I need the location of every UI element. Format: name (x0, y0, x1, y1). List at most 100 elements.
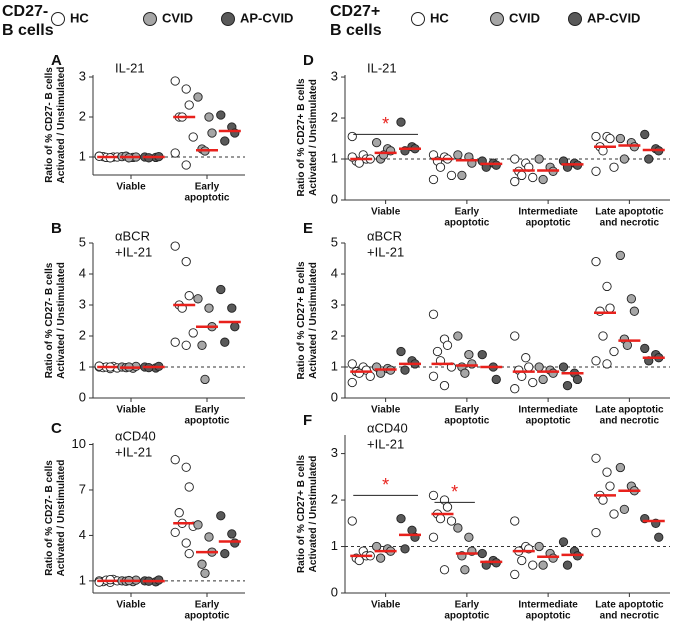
data-point (654, 532, 664, 542)
data-point (354, 555, 364, 566)
data-point (591, 527, 601, 538)
data-point (615, 462, 626, 473)
legend-label: HC (70, 10, 89, 25)
y-axis-label-line: Ratio of % CD27+ B cells (296, 455, 307, 574)
x-tick-label: apoptotic (526, 611, 571, 621)
x-tick-label: Intermediate (518, 207, 578, 218)
x-tick-label: Viable (116, 405, 146, 416)
data-point (538, 174, 548, 185)
y-tick-label: 5 (79, 234, 86, 249)
data-point (396, 513, 406, 524)
data-point (428, 174, 439, 185)
y-tick-label: 10 (72, 436, 86, 451)
y-tick-label: 0 (79, 389, 86, 404)
data-point (174, 508, 184, 518)
data-point (347, 377, 357, 388)
data-point (428, 532, 439, 542)
data-point (184, 482, 194, 492)
data-point (446, 516, 457, 526)
data-point (200, 374, 210, 385)
panel-title: αCD40 (115, 428, 156, 443)
data-point (538, 374, 548, 385)
y-tick-label: 3 (79, 296, 86, 311)
data-point (602, 467, 612, 477)
data-point (467, 359, 477, 369)
significance-star: * (382, 475, 389, 495)
data-point (193, 294, 203, 304)
data-point (605, 133, 615, 144)
x-tick-label: Early (195, 405, 220, 416)
data-point (572, 374, 583, 385)
x-tick-label: apoptotic (185, 416, 230, 427)
data-point (609, 509, 619, 519)
data-point (204, 303, 214, 313)
y-axis-label-line: Activated / Unstimulated (56, 460, 67, 577)
data-point (396, 346, 406, 357)
data-point (216, 284, 226, 295)
data-point (605, 481, 615, 491)
x-tick-label: Viable (371, 207, 401, 218)
column-title: CD27- (2, 3, 48, 20)
data-point (510, 569, 520, 580)
panel-title: +IL-21 (367, 244, 404, 259)
data-point (453, 150, 463, 160)
data-point (629, 306, 640, 316)
data-point (184, 100, 194, 110)
data-point (432, 346, 443, 357)
y-tick-label: 4 (79, 265, 86, 280)
data-point (562, 380, 573, 391)
data-point (626, 294, 637, 304)
data-point (602, 281, 612, 292)
y-axis-label-line: Activated / Unstimulated (56, 262, 67, 379)
data-point (400, 365, 410, 375)
x-tick-label: Early (195, 600, 220, 611)
y-tick-label: 5 (331, 234, 338, 249)
data-point (442, 340, 453, 350)
data-point (400, 544, 410, 554)
data-point (591, 166, 601, 176)
significance-star: * (382, 114, 389, 134)
data-point (510, 516, 520, 526)
panel-label: C (51, 420, 62, 437)
panel-label: E (303, 220, 313, 237)
data-point (371, 541, 382, 552)
y-axis-label-line: Activated / Unstimulated (56, 67, 67, 184)
data-point (609, 162, 619, 172)
x-tick-label: and necrotic (600, 218, 660, 229)
data-point (347, 516, 357, 526)
y-axis-label-line: Ratio of % CD27+ B cells (296, 261, 307, 380)
data-point (521, 353, 531, 363)
data-point (181, 340, 191, 350)
data-point (510, 154, 520, 164)
data-point (204, 112, 214, 122)
data-point (453, 331, 463, 341)
data-point (354, 368, 364, 378)
legend-label: CVID (162, 10, 193, 25)
y-tick-label: 1 (79, 358, 86, 373)
data-point (524, 362, 534, 372)
data-point (220, 337, 230, 347)
data-point (435, 162, 446, 172)
data-point (371, 137, 382, 148)
data-point (457, 170, 467, 181)
y-tick-label: 2 (79, 327, 86, 342)
data-point (640, 343, 650, 354)
data-point (230, 538, 240, 548)
column-title: CD27+ (330, 3, 380, 20)
y-axis-label: Ratio of % CD27+ B cellsActivated / Unst… (296, 78, 319, 197)
y-tick-label: 4 (331, 265, 338, 280)
data-point (591, 356, 601, 366)
x-tick-label: Late apoptotic (595, 600, 664, 611)
panel-label: D (303, 52, 314, 69)
legend-label: HC (430, 10, 449, 25)
x-tick-label: Intermediate (518, 405, 578, 416)
panel-title: +IL-21 (115, 444, 152, 459)
data-point (428, 309, 439, 319)
x-tick-label: apoptotic (444, 611, 489, 621)
data-point (188, 132, 198, 142)
legend-label: AP-CVID (240, 10, 293, 25)
data-point (181, 84, 191, 94)
data-point (491, 374, 501, 385)
data-point (184, 548, 194, 559)
